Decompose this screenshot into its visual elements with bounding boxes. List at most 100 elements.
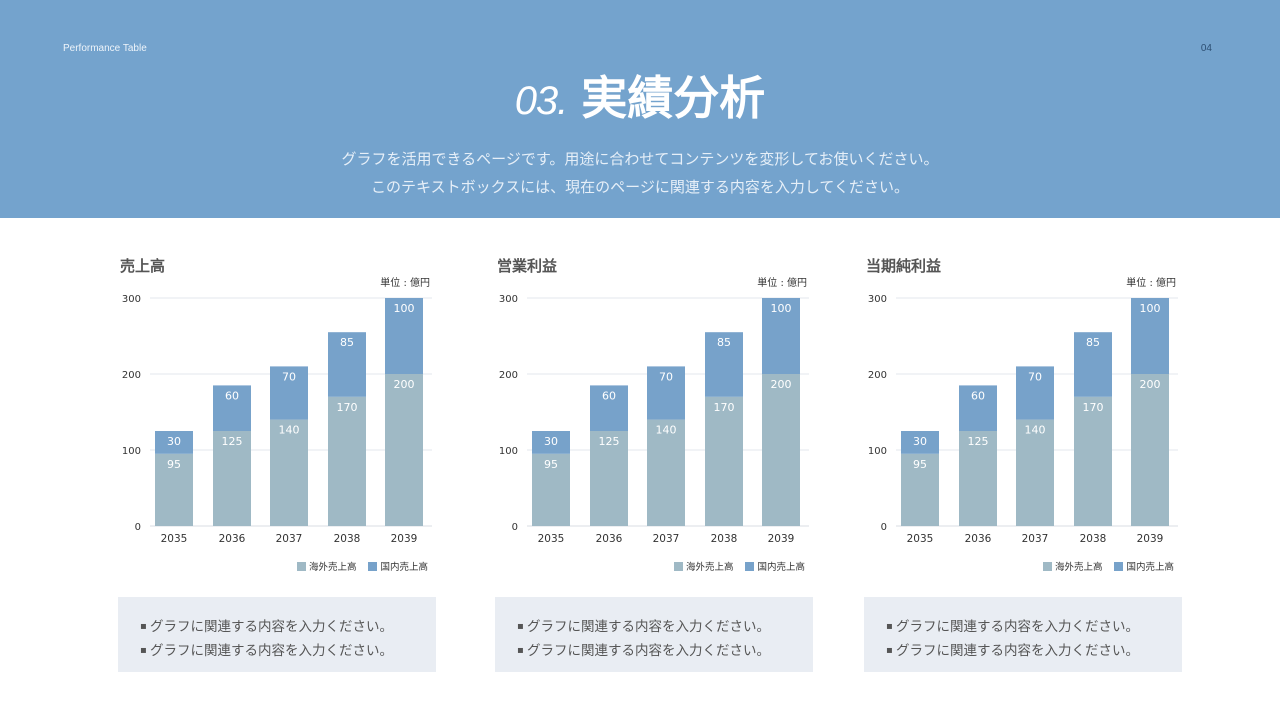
data-label: 140 [1025,424,1046,437]
data-label: 95 [913,458,927,471]
y-tick-label: 200 [499,370,518,381]
bar-segment [901,453,939,526]
bar-segment [647,366,685,420]
data-label: 60 [971,389,985,402]
bar-segment [1131,374,1169,526]
legend-label: 海外売上高 [308,562,357,573]
legend-item: 海外売上高 [1042,559,1103,573]
bar-segment [155,453,193,526]
chart-title: 営業利益 [497,257,558,275]
bar-segment [532,431,570,454]
x-tick-label: 2037 [653,533,680,545]
data-label: 100 [771,302,792,315]
note-bullet: グラフに関連する内容を入力ください。 [517,615,813,639]
x-tick-label: 2039 [391,533,418,545]
x-tick-label: 2038 [334,533,361,545]
bar-segment [328,332,366,397]
x-tick-label: 2035 [538,533,565,545]
data-label: 30 [913,435,927,448]
bar-segment [590,431,628,526]
y-tick-label: 200 [868,370,887,381]
data-label: 140 [279,424,300,437]
y-tick-label: 300 [499,294,518,305]
y-tick-label: 300 [868,294,887,305]
x-tick-label: 2039 [1137,533,1164,545]
bar-chart: 0 100 200 300 95 30 2035 125 60 2036 140 70 2037 170 8… [499,294,809,545]
x-tick-label: 2038 [711,533,738,545]
x-tick-label: 2035 [907,533,934,545]
data-label: 85 [717,336,731,349]
subtitle-line-1: グラフを活用できるページです。用途に合わせてコンテンツを変形してお使いください。 [341,150,939,168]
x-tick-label: 2035 [161,533,188,545]
legend-swatch [673,562,683,571]
note-box-1: グラフに関連する内容を入力ください。グラフに関連する内容を入力ください。 [118,597,436,672]
note-bullet: グラフに関連する内容を入力ください。 [140,639,436,663]
bar-segment [1016,419,1054,526]
unit-label: 単位 : 億円 [380,278,430,289]
data-label: 70 [1028,370,1042,383]
bar-segment [1131,298,1169,374]
title-text: 実績分析 [581,71,766,125]
data-label: 170 [337,401,358,414]
chart-title: 当期純利益 [866,257,942,275]
bar-segment [532,453,570,526]
chart-title: 売上高 [120,257,166,275]
bar-segment [270,419,308,526]
note-bullet: グラフに関連する内容を入力ください。 [140,615,436,639]
legend-label: 海外売上高 [1054,562,1103,573]
note-box-3: グラフに関連する内容を入力ください。グラフに関連する内容を入力ください。 [864,597,1182,672]
x-tick-label: 2036 [596,533,623,545]
legend-label: 海外売上高 [685,562,734,573]
bar-segment [1074,396,1112,526]
unit-label: 単位 : 億円 [1126,278,1176,289]
bar-segment [590,385,628,431]
data-label: 200 [394,378,415,391]
bar-segment [213,385,251,431]
data-label: 100 [394,302,415,315]
data-label: 30 [544,435,558,448]
data-label: 170 [1083,401,1104,414]
data-label: 85 [1086,336,1100,349]
legend-item: 海外売上高 [673,559,734,573]
legend-swatch [1042,562,1052,571]
data-label: 95 [167,458,181,471]
bar-segment [1074,332,1112,397]
bar-segment [1016,366,1054,420]
legend-swatch [1114,562,1124,571]
legend-swatch [296,562,306,571]
y-tick-label: 0 [512,522,518,533]
bar-segment [762,298,800,374]
x-tick-label: 2039 [768,533,795,545]
data-label: 200 [1140,378,1161,391]
y-tick-label: 100 [122,446,141,457]
legend-label: 国内売上高 [380,562,428,573]
data-label: 170 [714,401,735,414]
data-label: 125 [599,435,620,448]
page-title: 03. 実績分析 [0,62,1280,128]
subtitle-line-2: このテキストボックスには、現在のページに関連する内容を入力してください。 [371,178,909,196]
bar-segment [901,431,939,454]
data-label: 60 [602,389,616,402]
bar-segment [959,385,997,431]
note-box-2: グラフに関連する内容を入力ください。グラフに関連する内容を入力ください。 [495,597,813,672]
bar-segment [705,396,743,526]
legend-item: 国内売上高 [1114,559,1174,573]
bar-segment [959,431,997,526]
note-bullet: グラフに関連する内容を入力ください。 [886,639,1182,663]
data-label: 70 [659,370,673,383]
x-tick-label: 2037 [1022,533,1049,545]
bar-chart: 0 100 200 300 95 30 2035 125 60 2036 140 70 2037 170 8… [868,294,1178,545]
data-label: 140 [656,424,677,437]
y-tick-label: 300 [122,294,141,305]
bar-segment [328,396,366,526]
x-tick-label: 2038 [1080,533,1107,545]
data-label: 30 [167,435,181,448]
y-tick-label: 200 [122,370,141,381]
y-tick-label: 100 [499,446,518,457]
legend-item: 海外売上高 [296,559,357,573]
x-tick-label: 2036 [219,533,246,545]
note-bullet: グラフに関連する内容を入力ください。 [886,615,1182,639]
legend-swatch [745,562,755,571]
data-label: 70 [282,370,296,383]
y-tick-label: 0 [881,522,887,533]
